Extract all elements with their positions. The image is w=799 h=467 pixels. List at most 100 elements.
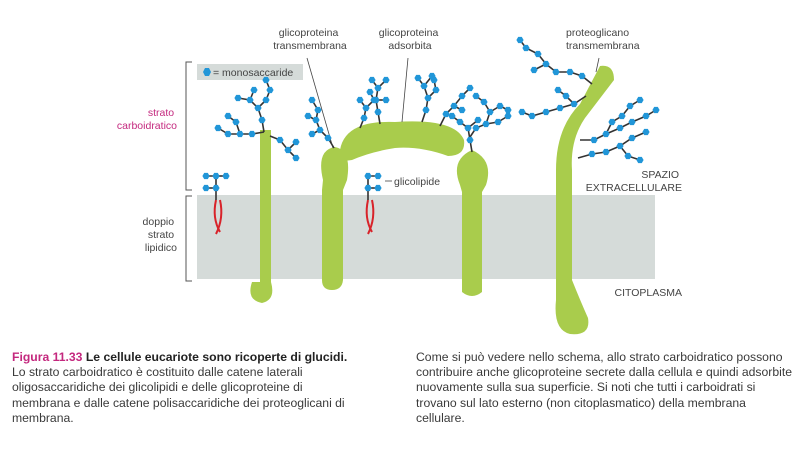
monosaccharide-icon (602, 130, 610, 138)
monosaccharide-icon (262, 76, 270, 84)
monosaccharide-icon (542, 60, 550, 68)
monosaccharide-icon (516, 36, 524, 44)
monosaccharide-icon (258, 116, 266, 124)
monosaccharide-icon (590, 136, 598, 144)
monosaccharide-icon (636, 156, 644, 164)
monosaccharide-icon (382, 76, 390, 84)
monosaccharide-icon (494, 118, 502, 126)
proteoglycan-core (555, 65, 614, 335)
monosaccharide-icon (618, 112, 626, 120)
label-extracellular: SPAZIO EXTRACELLULARE (586, 169, 682, 194)
monosaccharide-icon (566, 68, 574, 76)
monosaccharide-icon (428, 72, 436, 80)
monosaccharide-icon (250, 86, 258, 94)
label-glycoprotein-adsorbed: glicoproteina adsorbita (379, 27, 441, 52)
monosaccharide-icon (374, 184, 382, 192)
right-bulb-protein (456, 150, 489, 296)
monosaccharide-icon (202, 172, 210, 180)
monosaccharide-icon (628, 134, 636, 142)
caption-right: Come si può vedere nello schema, allo st… (416, 350, 796, 426)
sugar-chain-link (359, 99, 367, 129)
caption-left-text: Lo strato carboidratico è costituito dal… (12, 365, 345, 425)
monosaccharide-icon (466, 84, 474, 92)
monosaccharide-icon (464, 124, 472, 132)
sugar-chain-link (269, 135, 297, 159)
monosaccharide-icon (374, 172, 382, 180)
caption-left: Figura 11.33 Le cellule eucariote sono r… (12, 350, 352, 426)
figure-title: Le cellule eucariote sono ricoperte di g… (85, 350, 348, 364)
monosaccharide-icon (530, 66, 538, 74)
monosaccharide-icon (374, 108, 382, 116)
bracket-carbohydrate-layer (185, 61, 192, 191)
monosaccharide-icon (474, 116, 482, 124)
monosaccharide-icon (316, 126, 324, 134)
monosaccharide-icon (554, 86, 562, 94)
monosaccharide-icon (308, 130, 316, 138)
caption-right-text: Come si può vedere nello schema, allo st… (416, 350, 793, 425)
monosaccharide-icon (522, 44, 530, 52)
cell-surface-diagram: = monosaccaride glicoproteina transmembr… (117, 27, 682, 335)
legend-box (197, 64, 303, 80)
monosaccharide-icon (456, 118, 464, 126)
monosaccharide-icon (248, 130, 256, 138)
monosaccharide-icon (212, 172, 220, 180)
monosaccharide-icon (472, 92, 480, 100)
monosaccharide-icon (562, 92, 570, 100)
sugar-chain-link (206, 175, 217, 200)
monosaccharide-icon (518, 108, 526, 116)
monosaccharide-icon (262, 96, 270, 104)
monosaccharide-icon (528, 112, 536, 120)
monosaccharide-icon (212, 184, 220, 192)
monosaccharide-icon (652, 106, 660, 114)
monosaccharide-icon (292, 154, 300, 162)
monosaccharide-icon (360, 114, 368, 122)
monosaccharide-icon (432, 86, 440, 94)
monosaccharide-icon (450, 102, 458, 110)
monosaccharide-icon (234, 94, 242, 102)
monosaccharide-icon (224, 112, 232, 120)
monosaccharide-icon (616, 142, 624, 150)
monosaccharide-icon (556, 104, 564, 112)
legend-label: = monosaccaride (213, 67, 293, 79)
monosaccharide-icon (304, 112, 312, 120)
monosaccharide-icon (420, 82, 428, 90)
monosaccharide-icon (246, 96, 254, 104)
figure-number: Figura 11.33 (12, 350, 83, 364)
monosaccharide-icon (642, 112, 650, 120)
monosaccharide-icon (448, 112, 456, 120)
monosaccharide-icon (472, 124, 480, 132)
sugar-chain-link (577, 131, 647, 159)
monosaccharide-icon (364, 184, 372, 192)
monosaccharide-icon (504, 106, 512, 114)
monosaccharide-icon (414, 74, 422, 82)
monosaccharide-icon (608, 118, 616, 126)
monosaccharide-icon (266, 86, 274, 94)
label-glycoprotein-transmembrane: glicoproteina transmembrana (273, 27, 347, 52)
monosaccharide-icon (628, 118, 636, 126)
lipid-bilayer (197, 195, 655, 279)
monosaccharide-icon (232, 118, 240, 126)
leader-lines (306, 57, 600, 182)
monosaccharide-icon (616, 124, 624, 132)
monosaccharide-icon (442, 110, 450, 118)
thin-transmembrane-protein (250, 130, 273, 303)
monosaccharide-legend-icon (203, 68, 211, 76)
monosaccharide-icon (422, 106, 430, 114)
monosaccharide-icon (636, 96, 644, 104)
monosaccharide-icon (602, 148, 610, 156)
monosaccharide-icon (368, 76, 376, 84)
monosaccharide-icon (312, 116, 320, 124)
glycoprotein-adsorbed (339, 121, 465, 161)
monosaccharide-icon (458, 106, 466, 114)
monosaccharide-icon (374, 84, 382, 92)
monosaccharide-icon (292, 138, 300, 146)
monosaccharide-icon (496, 102, 504, 110)
label-glycolipid: glicolipide (394, 176, 440, 188)
monosaccharide-icon (624, 152, 632, 160)
proteins (250, 65, 614, 335)
monosaccharide-icon (314, 106, 322, 114)
monosaccharide-icon (480, 98, 488, 106)
monosaccharide-icon (382, 96, 390, 104)
monosaccharide-icon (372, 96, 380, 104)
label-lipid-bilayer: doppio strato lipidico (143, 216, 178, 254)
